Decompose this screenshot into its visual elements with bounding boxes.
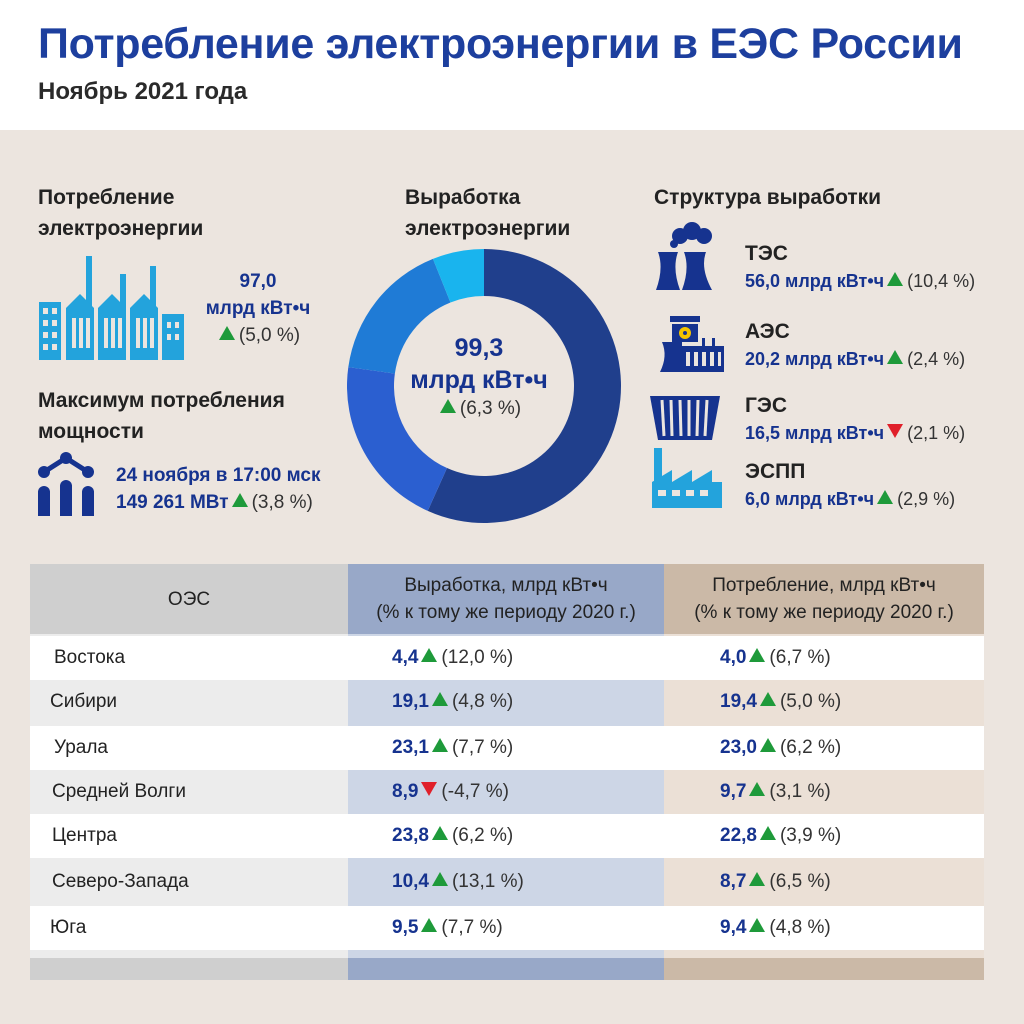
trend-up-icon xyxy=(759,738,776,752)
source-aes: АЭС 20,2 млрд кВт•ч (2,4 %) xyxy=(745,320,966,369)
trend-up-icon xyxy=(887,350,904,364)
source-espp: ЭСПП 6,0 млрд кВт•ч (2,9 %) xyxy=(745,460,956,509)
generation-cell: 23,8 (6,2 %) xyxy=(392,825,514,846)
trend-up-icon xyxy=(749,782,766,796)
max-power-values: 24 ноября в 17:00 мск 149 261 МВт (3,8 %) xyxy=(116,465,321,513)
row-stripe xyxy=(30,814,984,858)
consumption-header: Потребление, млрд кВт•ч (% к тому же пери… xyxy=(664,564,984,634)
source-ges: ГЭС 16,5 млрд кВт•ч (2,1 %) xyxy=(745,394,966,443)
table-row: Северо-Запада 10,4 (13,1 %) 8,7 (6,5 %) xyxy=(30,860,984,904)
consumption-heading: Потребление электроэнергии xyxy=(38,186,204,240)
oes-header: ОЭС xyxy=(30,564,348,634)
table-row: Средней Волги 8,9 (-4,7 %) 9,7 (3,1 %) xyxy=(30,770,984,814)
donut-center-label: 99,3 млрд кВт•ч (6,3 %) xyxy=(410,334,548,419)
consumption-cell: 22,8 (3,9 %) xyxy=(720,825,842,846)
table-footer-oes xyxy=(30,958,348,980)
trend-up-icon xyxy=(749,918,766,932)
consumption-cell: 8,7 (6,5 %) xyxy=(720,871,831,892)
table-row: Урала 23,1 (7,7 %) 23,0 (6,2 %) xyxy=(30,726,984,770)
trend-up-icon xyxy=(439,399,456,413)
trend-up-icon xyxy=(431,692,448,706)
row-stripe xyxy=(30,906,984,950)
trend-up-icon xyxy=(421,918,438,932)
trend-down-icon xyxy=(421,782,438,796)
oes-table: ОЭС Выработка, млрд кВт•ч (% к тому же пе… xyxy=(30,564,984,980)
trend-up-icon xyxy=(749,648,766,662)
generation-header: Выработка, млрд кВт•ч (% к тому же период… xyxy=(348,564,664,634)
table-row: Центра 23,8 (6,2 %) 22,8 (3,9 %) xyxy=(30,814,984,858)
table-row: Сибири 19,1 (4,8 %) 19,4 (5,0 %) xyxy=(30,680,984,724)
page-subtitle: Ноябрь 2021 года xyxy=(38,78,248,105)
consumption-value: 97,0 млрд кВт•ч (5,0 %) xyxy=(205,271,311,346)
consumption-cell: 23,0 (6,2 %) xyxy=(720,737,842,758)
table-footer-generation xyxy=(348,958,664,980)
oes-name: Средней Волги xyxy=(52,781,186,802)
oes-name: Центра xyxy=(52,825,117,846)
row-stripe xyxy=(30,636,984,680)
row-stripe xyxy=(30,726,984,770)
factory-icon xyxy=(39,256,184,360)
oes-name: Юга xyxy=(50,917,87,938)
table-footer-consumption xyxy=(664,958,984,980)
page-title: Потребление электроэнергии в ЕЭС России xyxy=(38,20,963,68)
donut-slice-aes xyxy=(347,367,448,511)
hydro-dam-icon xyxy=(650,396,720,440)
table-row: Востока 4,4 (12,0 %) 4,0 (6,7 %) xyxy=(30,636,984,680)
oes-name: Урала xyxy=(54,737,109,758)
header-band: Потребление электроэнергии в ЕЭС России … xyxy=(0,0,1024,130)
max-power-heading: Максимум потребления мощности xyxy=(38,389,285,443)
oes-name: Сибири xyxy=(50,691,118,712)
trend-up-icon xyxy=(887,272,904,286)
trend-up-icon xyxy=(431,738,448,752)
trend-up-icon xyxy=(431,872,448,886)
trend-up-icon xyxy=(218,326,235,340)
table-row: Юга 9,5 (7,7 %) 9,4 (4,8 %) xyxy=(30,906,984,950)
nuclear-plant-icon xyxy=(660,316,724,372)
trend-up-icon xyxy=(421,648,438,662)
trend-down-icon xyxy=(887,424,904,438)
donut-slice-tes xyxy=(427,249,621,523)
trend-up-icon xyxy=(759,826,776,840)
structure-heading: Структура выработки xyxy=(654,186,882,209)
consumption-cell: 9,7 (3,1 %) xyxy=(720,781,831,802)
generation-cell: 10,4 (13,1 %) xyxy=(392,871,524,892)
trend-up-icon xyxy=(877,490,894,504)
cooling-tower-icon xyxy=(656,222,712,290)
generation-cell: 8,9 (-4,7 %) xyxy=(392,781,509,802)
trend-up-icon xyxy=(759,692,776,706)
oes-name: Востока xyxy=(54,647,126,668)
consumption-cell: 19,4 (5,0 %) xyxy=(720,691,842,712)
trend-up-icon xyxy=(749,872,766,886)
generation-heading: Выработка электроэнергии xyxy=(405,186,571,240)
consumption-cell: 4,0 (6,7 %) xyxy=(720,647,831,668)
donut-slice-ges xyxy=(348,258,451,374)
generation-cell: 9,5 (7,7 %) xyxy=(392,917,503,938)
oes-name: Северо-Запада xyxy=(52,871,189,892)
generation-cell: 4,4 (12,0 %) xyxy=(392,647,514,668)
consumption-cell: 9,4 (4,8 %) xyxy=(720,917,831,938)
trend-up-icon xyxy=(231,493,248,507)
chart-growth-icon xyxy=(38,452,94,516)
industrial-plant-icon xyxy=(652,448,722,508)
trend-up-icon xyxy=(431,826,448,840)
generation-donut-chart xyxy=(347,249,621,523)
source-tes: ТЭС 56,0 млрд кВт•ч (10,4 %) xyxy=(745,242,976,291)
generation-cell: 19,1 (4,8 %) xyxy=(392,691,514,712)
donut-slice-espp xyxy=(432,249,484,303)
generation-cell: 23,1 (7,7 %) xyxy=(392,737,514,758)
